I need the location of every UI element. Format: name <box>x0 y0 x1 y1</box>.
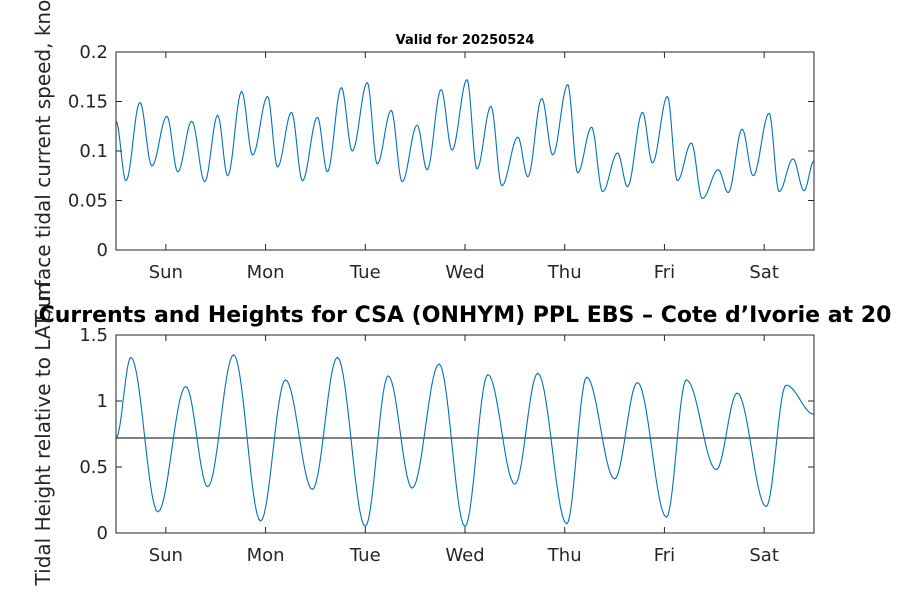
series-line-0 <box>116 78 814 200</box>
x-tick-label: Tue <box>349 262 381 283</box>
x-tick-label: Wed <box>445 545 484 566</box>
y-tick-label: 1 <box>97 391 108 412</box>
x-tick-label: Mon <box>247 262 285 283</box>
x-tick-label: Mon <box>247 545 285 566</box>
x-tick-label: Sat <box>749 545 779 566</box>
x-tick-label: Sat <box>749 262 779 283</box>
y-tick-label: 0.5 <box>79 457 108 478</box>
current-speed-chart: 0 0.05 0.1 0.15 0.2 Sun Mon Tue Wed Thu Fri Sat Vali… <box>31 0 815 321</box>
y-tick-label: 0.2 <box>79 42 108 63</box>
x-tick-label: Thu <box>547 262 582 283</box>
y-tick-label: 1.5 <box>79 325 108 346</box>
x-tick-label: Fri <box>654 262 675 283</box>
y-tick-label: 0 <box>97 523 108 544</box>
y-axis-label: Tidal Height relative to LAT, m <box>31 283 55 587</box>
y-tick-label: 0.15 <box>68 92 108 113</box>
y-axis-label: Surface tidal current speed, knots <box>31 0 55 321</box>
series-line-0 <box>116 354 814 528</box>
x-tick-label: Thu <box>547 545 582 566</box>
chart-title: Currents and Heights for CSA (ONHYM) PPL… <box>39 303 892 328</box>
plot-area <box>116 335 814 533</box>
y-tick-label: 0 <box>97 240 108 261</box>
x-tick-label: Fri <box>654 545 675 566</box>
chart-title: Valid for 20250524 <box>396 33 535 48</box>
y-tick-label: 0.05 <box>68 191 108 212</box>
x-tick-label: Sun <box>149 545 183 566</box>
x-tick-label: Tue <box>349 545 381 566</box>
y-tick-label: 0.1 <box>79 141 108 162</box>
x-tick-label: Sun <box>149 262 183 283</box>
x-tick-label: Wed <box>445 262 484 283</box>
tidal-height-chart: 0 0.5 1 1.5 Sun Mon Tue Wed Thu Fri Sat Currents an… <box>31 283 891 587</box>
